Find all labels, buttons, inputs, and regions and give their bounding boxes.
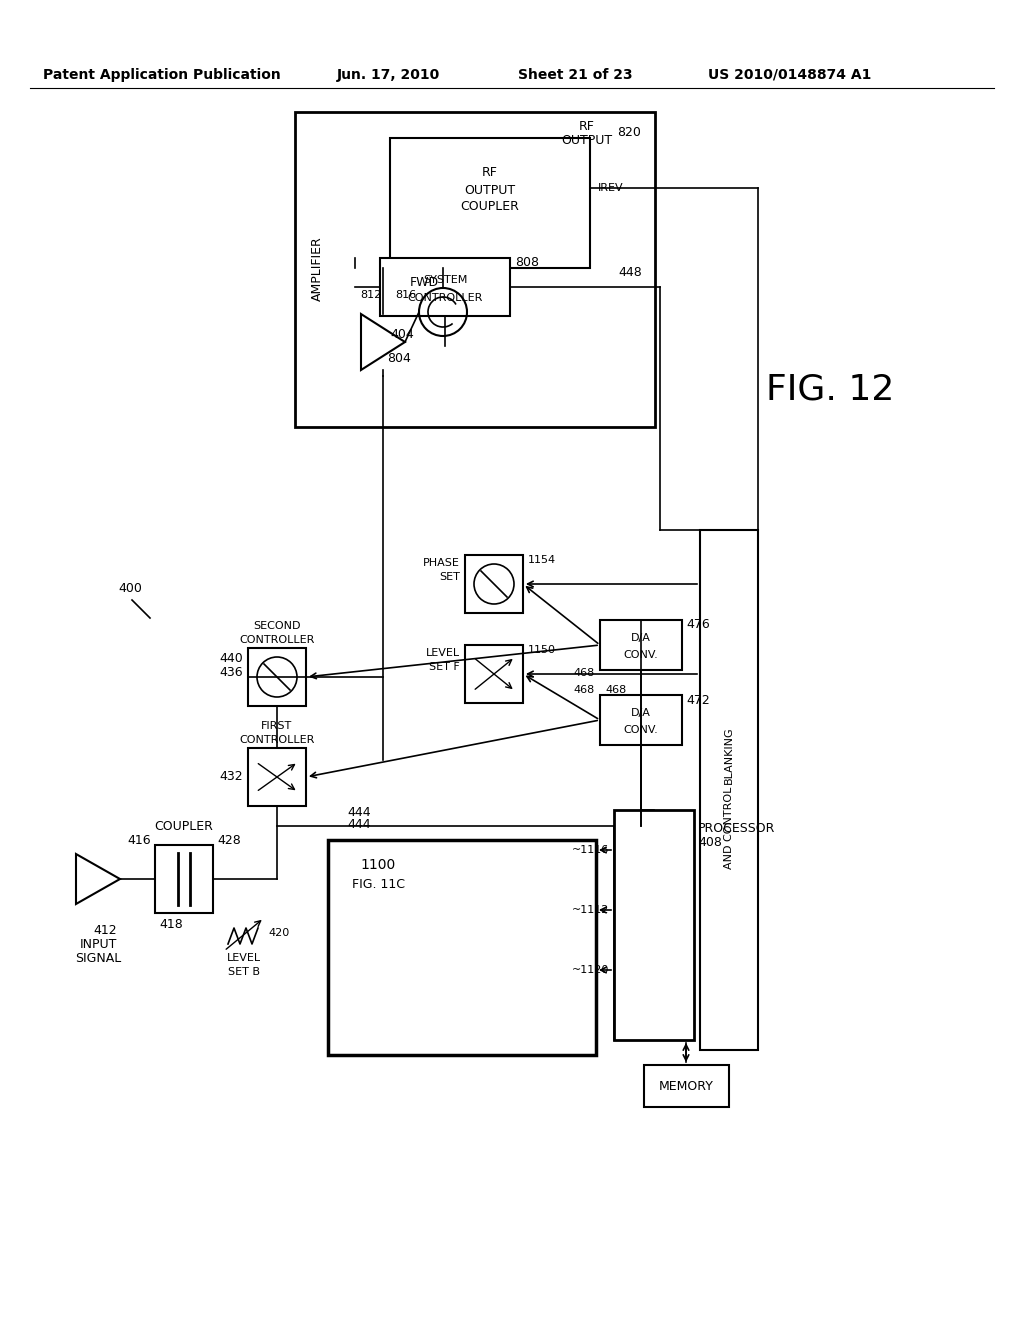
Text: FIG. 11C: FIG. 11C: [351, 878, 404, 891]
Bar: [380, 257, 510, 315]
Text: 472: 472: [686, 693, 710, 706]
Text: OUTPUT: OUTPUT: [465, 183, 515, 197]
Text: 432: 432: [219, 771, 243, 784]
Text: 804: 804: [387, 351, 411, 364]
Bar: [600, 696, 682, 744]
Bar: [600, 620, 682, 671]
Text: 468: 468: [605, 685, 627, 696]
Text: SECOND: SECOND: [253, 620, 301, 631]
Text: CONV.: CONV.: [624, 649, 658, 660]
Text: 444: 444: [347, 805, 371, 818]
Text: 1100: 1100: [360, 858, 395, 873]
Bar: [248, 748, 306, 807]
Text: 440: 440: [219, 652, 243, 664]
Text: SET: SET: [439, 572, 460, 582]
Text: 476: 476: [686, 619, 710, 631]
Text: Sheet 21 of 23: Sheet 21 of 23: [518, 69, 632, 82]
Text: LEVEL: LEVEL: [426, 648, 460, 657]
Bar: [390, 139, 590, 268]
Text: 808: 808: [515, 256, 539, 269]
Text: MEMORY: MEMORY: [658, 1080, 714, 1093]
Text: D/A: D/A: [631, 708, 651, 718]
Text: IREV: IREV: [598, 183, 624, 193]
Text: PHASE: PHASE: [423, 558, 460, 568]
Text: 436: 436: [219, 667, 243, 680]
Text: SET F: SET F: [429, 663, 460, 672]
Text: SIGNAL: SIGNAL: [75, 953, 121, 965]
Text: 400: 400: [118, 582, 142, 594]
Bar: [328, 840, 596, 1055]
Text: LEVEL: LEVEL: [227, 953, 261, 964]
Text: RF: RF: [579, 120, 595, 133]
Text: CONTROLLER: CONTROLLER: [240, 635, 314, 645]
Text: ~1116: ~1116: [571, 845, 609, 855]
Text: 418: 418: [159, 919, 182, 932]
Text: RF: RF: [482, 166, 498, 180]
Text: 1150: 1150: [528, 645, 556, 655]
Text: SET B: SET B: [228, 968, 260, 977]
Text: 428: 428: [217, 833, 241, 846]
Text: INPUT: INPUT: [79, 939, 117, 952]
Text: 468: 468: [573, 685, 595, 696]
Text: AMPLIFIER: AMPLIFIER: [310, 236, 324, 301]
Bar: [155, 845, 213, 913]
Text: 444: 444: [347, 817, 371, 830]
Text: US 2010/0148874 A1: US 2010/0148874 A1: [709, 69, 871, 82]
Text: 816: 816: [395, 290, 416, 300]
Text: ~1120: ~1120: [571, 965, 609, 975]
Text: Patent Application Publication: Patent Application Publication: [43, 69, 281, 82]
Text: COUPLER: COUPLER: [461, 199, 519, 213]
Bar: [700, 531, 758, 1049]
Text: 1154: 1154: [528, 554, 556, 565]
Text: Jun. 17, 2010: Jun. 17, 2010: [336, 69, 439, 82]
Bar: [295, 112, 655, 426]
Text: 448: 448: [618, 267, 642, 280]
Text: ~1112: ~1112: [571, 906, 609, 915]
Text: FWD: FWD: [410, 276, 439, 289]
Text: BLANKING: BLANKING: [724, 726, 734, 784]
Text: SYSTEM: SYSTEM: [423, 275, 467, 285]
Text: FIRST: FIRST: [261, 721, 293, 731]
Bar: [248, 648, 306, 706]
Text: CONV.: CONV.: [624, 725, 658, 735]
Bar: [465, 554, 523, 612]
Text: 468: 468: [573, 668, 595, 678]
Bar: [614, 810, 694, 1040]
Text: 416: 416: [127, 833, 151, 846]
Text: 420: 420: [268, 928, 289, 939]
Text: 404: 404: [390, 327, 414, 341]
Text: COUPLER: COUPLER: [155, 821, 213, 833]
Text: 412: 412: [93, 924, 117, 937]
Text: PROCESSOR: PROCESSOR: [698, 821, 775, 834]
Text: D/A: D/A: [631, 634, 651, 643]
Text: OUTPUT: OUTPUT: [561, 133, 612, 147]
Text: 820: 820: [617, 125, 641, 139]
Text: 408: 408: [698, 836, 722, 849]
Bar: [465, 645, 523, 704]
Text: FIG. 12: FIG. 12: [766, 374, 894, 407]
Text: AND CONTROL: AND CONTROL: [724, 787, 734, 869]
Text: CONTROLLER: CONTROLLER: [408, 293, 482, 304]
Text: CONTROLLER: CONTROLLER: [240, 735, 314, 744]
Bar: [644, 1065, 729, 1107]
Text: 812: 812: [360, 290, 381, 300]
